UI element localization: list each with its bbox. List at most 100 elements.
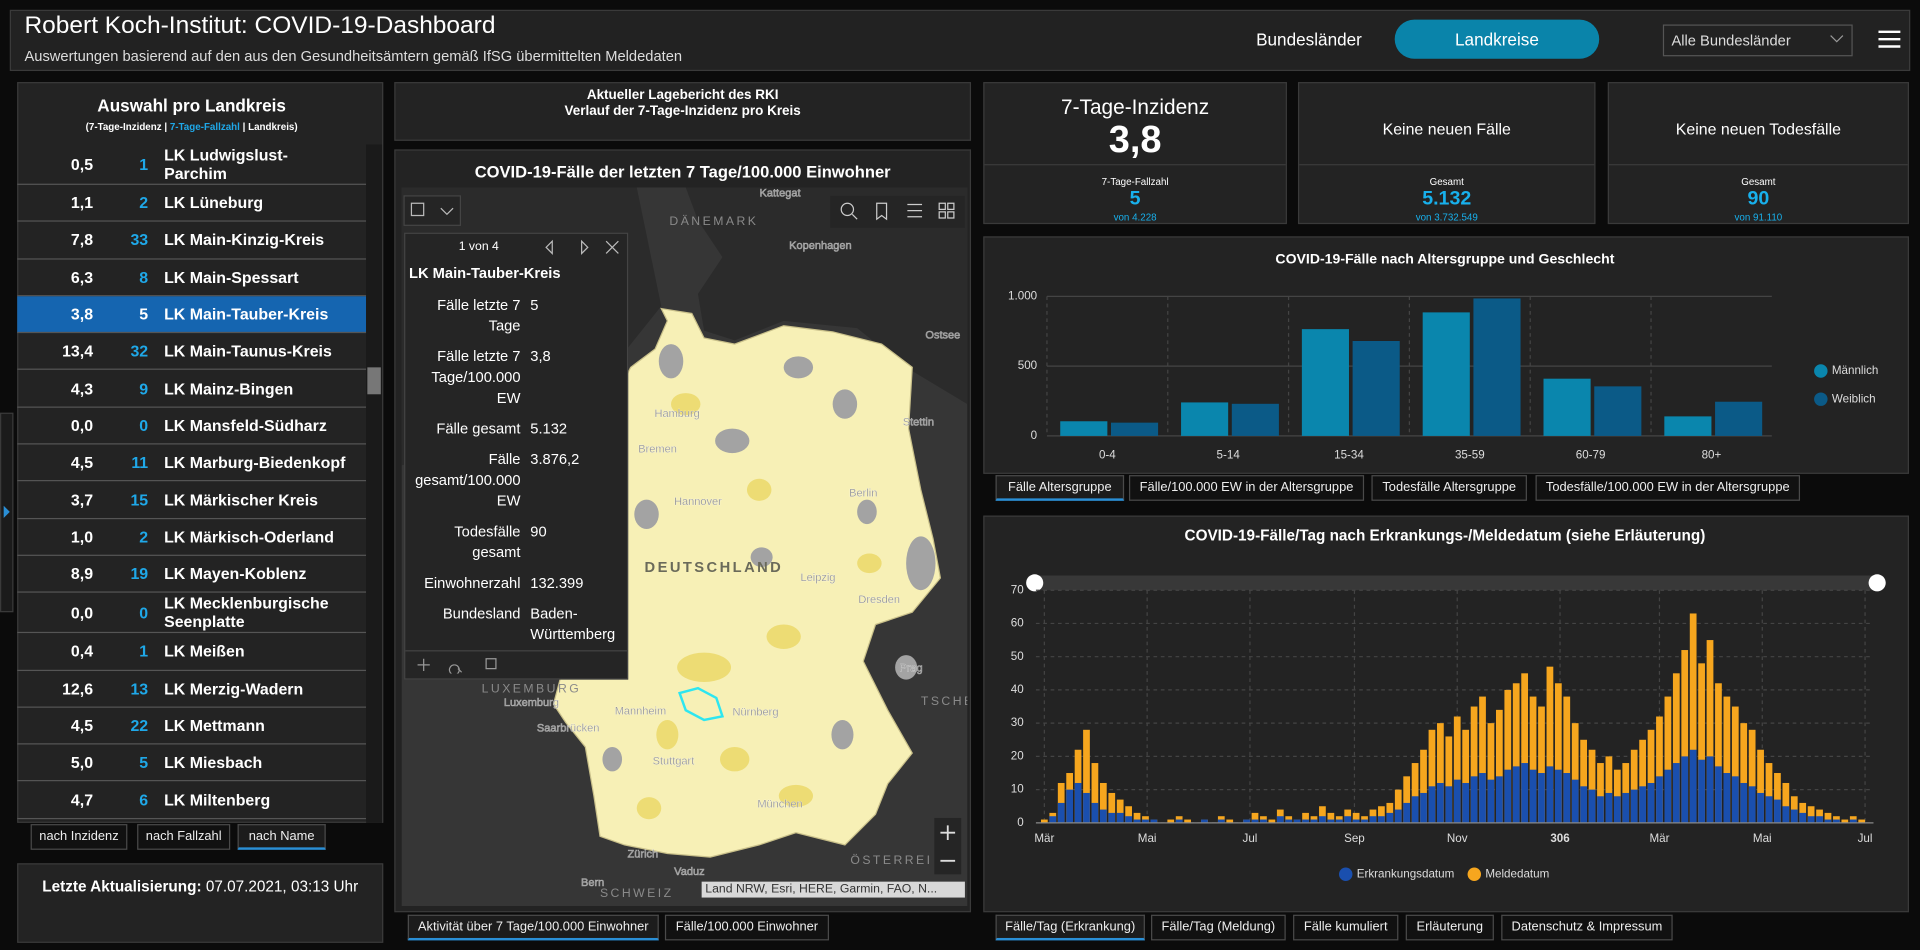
- kpi-divider: [984, 164, 1286, 166]
- age-chart-tab[interactable]: Todesfälle/100.000 EW in der Altersgrupp…: [1535, 475, 1801, 501]
- bar: [1344, 816, 1352, 823]
- daily-chart-tab[interactable]: Datenschutz & Impressum: [1501, 914, 1673, 941]
- bar: [1403, 802, 1411, 823]
- bar: [1538, 706, 1545, 823]
- age-chart-tab[interactable]: Fälle Altersgruppe: [995, 475, 1125, 501]
- bar: [1504, 689, 1512, 823]
- bar: [1605, 792, 1613, 823]
- bar: [1276, 816, 1284, 823]
- map-label: Ostsee: [925, 329, 960, 341]
- kpi-title: Keine neuen Todesfälle: [1675, 120, 1841, 139]
- x-tick-label: Nov: [1447, 832, 1468, 845]
- map-tab[interactable]: Fälle/100.000 Einwohner: [664, 914, 829, 941]
- bar: [1378, 816, 1385, 823]
- district-row[interactable]: 8,9 19 LK Mayen-Koblenz: [17, 556, 367, 593]
- district-name: LK Mettmann: [164, 716, 265, 735]
- field-value: 5: [530, 296, 539, 314]
- bar: [1479, 773, 1486, 823]
- menu-button[interactable]: [1878, 29, 1901, 49]
- x-tick-label: 15-34: [1334, 449, 1364, 462]
- incidence: 0,0: [70, 603, 94, 622]
- y-tick-label: 40: [1011, 683, 1024, 696]
- incidence: 4,5: [70, 453, 94, 472]
- map-tab[interactable]: Aktivität über 7 Tage/100.000 Einwohner: [407, 914, 659, 941]
- kpi-card: Keine neuen Fälle Gesamt 5.132 von 3.732.54…: [1297, 82, 1596, 225]
- district-row[interactable]: 13,4 32 LK Main-Taunus-Kreis: [17, 333, 367, 371]
- popup-controls[interactable]: [542, 239, 625, 256]
- bar: [1473, 298, 1521, 436]
- header-tab[interactable]: Landkreise: [1394, 19, 1600, 59]
- slider-handle[interactable]: [1026, 574, 1044, 592]
- daily-chart-tab[interactable]: Fälle/Tag (Meldung): [1151, 914, 1286, 941]
- bar: [1108, 792, 1116, 823]
- popup-field: Todesfälle gesamt 90: [415, 522, 626, 573]
- scrollbar-thumb[interactable]: [367, 367, 381, 395]
- daily-chart-tab[interactable]: Fälle kumuliert: [1293, 914, 1399, 941]
- district-row[interactable]: 5,0 5 LK Miesbach: [17, 745, 367, 782]
- date-slider[interactable]: [1026, 574, 1886, 592]
- district-row[interactable]: 3,8 5 LK Main-Tauber-Kreis: [17, 296, 367, 334]
- daily-chart-tab[interactable]: Fälle/Tag (Erkrankung): [995, 914, 1145, 941]
- bar: [1074, 782, 1082, 823]
- incidence: 4,3: [70, 379, 94, 398]
- district-row[interactable]: 6,3 8 LK Main-Spessart: [17, 259, 367, 297]
- district-row[interactable]: 0,0 0 LK Mecklenburgische Seenplatte: [17, 593, 367, 634]
- sort-button[interactable]: nach Fallzahl: [137, 824, 231, 850]
- bar: [1479, 696, 1486, 823]
- district-row[interactable]: 4,5 11 LK Marburg-Biedenkopf: [17, 445, 367, 482]
- toolbar-icons[interactable]: [851, 202, 955, 221]
- slider-handle[interactable]: [1868, 574, 1886, 592]
- age-chart-tab[interactable]: Todesfälle Altersgruppe: [1371, 475, 1527, 501]
- bar: [1319, 806, 1326, 823]
- state-dropdown[interactable]: Alle Bundesländer: [1662, 24, 1853, 57]
- report-panel[interactable]: [394, 82, 972, 141]
- bar: [1301, 329, 1349, 436]
- district-row[interactable]: 0,0 0 LK Mansfeld-Südharz: [17, 407, 367, 445]
- district-row[interactable]: 4,7 6 LK Miltenberg: [17, 782, 367, 819]
- map-label: Berlin: [849, 487, 877, 499]
- regions-gray: [602, 344, 936, 772]
- y-tick-label: 20: [1011, 749, 1024, 762]
- header-tab[interactable]: Bundesländer: [1256, 29, 1362, 49]
- toolbar-icons[interactable]: [410, 202, 454, 217]
- daily-chart-tab[interactable]: Erläuterung: [1405, 914, 1494, 941]
- bar: [1597, 763, 1604, 823]
- sort-button[interactable]: nach Name: [237, 824, 326, 850]
- bar: [1352, 812, 1360, 823]
- district-row[interactable]: 4,5 22 LK Mettmann: [17, 708, 367, 745]
- district-row[interactable]: 0,5 1 LK Ludwigslust-Parchim: [17, 144, 367, 185]
- district-list: 0,5 1 LK Ludwigslust-Parchim 1,1 2 LK Lünebur…: [17, 144, 367, 822]
- bar: [1302, 819, 1309, 823]
- field-label: Fälle gesamt/100.000 EW: [415, 450, 521, 510]
- district-row[interactable]: 4,3 9 LK Mainz-Bingen: [17, 370, 367, 408]
- bar: [1664, 416, 1712, 436]
- district-row[interactable]: 3,7 15 LK Märkischer Kreis: [17, 482, 367, 519]
- district-row[interactable]: 0,4 1 LK Meißen: [17, 633, 367, 671]
- bar: [1462, 782, 1470, 823]
- popup-actions[interactable]: [413, 656, 499, 674]
- bar: [1521, 673, 1529, 823]
- district-row[interactable]: 1,1 2 LK Lüneburg: [17, 185, 367, 222]
- bar: [1150, 819, 1158, 823]
- bar: [1175, 819, 1183, 823]
- district-row[interactable]: 7,8 33 LK Main-Kinzig-Kreis: [17, 222, 367, 260]
- map-toolbar: [403, 195, 965, 875]
- update-info: Letzte Aktualisierung: 07.07.2021, 03:13…: [17, 878, 383, 895]
- bar: [1394, 789, 1402, 823]
- x-tick-label: 306: [1550, 832, 1570, 845]
- district-name: LK Mainz-Bingen: [164, 379, 294, 398]
- district-row[interactable]: 1,0 2 LK Märkisch-Oderland: [17, 519, 367, 556]
- kpi-sub-value: 5.132: [1422, 188, 1472, 210]
- bar: [1622, 792, 1630, 823]
- bar: [1142, 819, 1149, 823]
- zoom-buttons[interactable]: [940, 825, 956, 862]
- search-icon[interactable]: [840, 202, 855, 217]
- sort-button[interactable]: nach Inzidenz: [30, 824, 128, 850]
- popup-field: Einwohnerzahl 132.399: [415, 573, 626, 604]
- age-chart-tab[interactable]: Fälle/100.000 EW in der Altersgruppe: [1128, 475, 1365, 501]
- bar: [1715, 683, 1722, 823]
- bar: [1293, 819, 1301, 823]
- kpi-sub-value: 5: [1129, 188, 1141, 210]
- bar: [1083, 729, 1090, 823]
- district-row[interactable]: 12,6 13 LK Merzig-Wadern: [17, 670, 367, 708]
